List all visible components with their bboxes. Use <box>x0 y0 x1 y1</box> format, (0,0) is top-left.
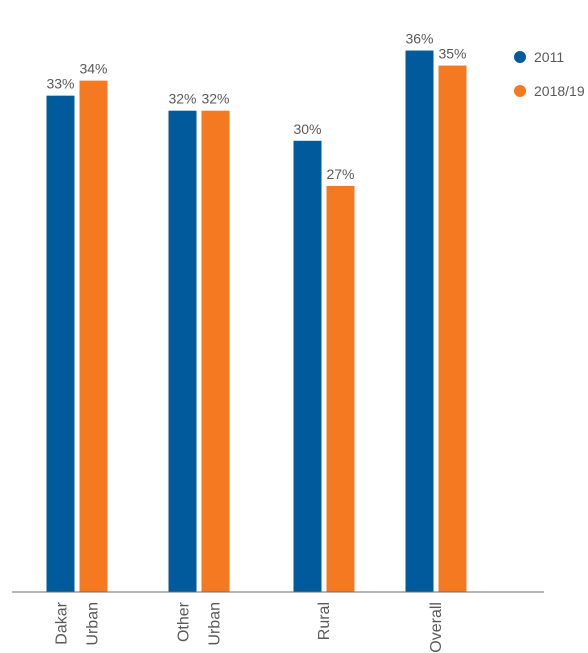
legend-item-2018-19: 2018/19 <box>514 81 585 101</box>
x-tick-labels-layer: Dakar Urban Other Urban Rural Overall <box>54 601 446 652</box>
legend-swatch-2011 <box>514 51 526 63</box>
value-label-2011-overall: 36% <box>405 31 433 47</box>
value-label-2018-19-overall: 35% <box>438 46 466 62</box>
legend-label-2018-19: 2018/19 <box>534 83 585 99</box>
x-tick-label-dakar-urban-dakar: Dakar <box>54 601 71 644</box>
value-label-2011-rural: 30% <box>293 121 321 137</box>
bar-2011-dakar-urban <box>46 95 75 592</box>
legend-item-2011: 2011 <box>514 47 585 67</box>
legend: 2011 2018/19 <box>514 47 585 115</box>
bars-layer <box>46 50 467 593</box>
bar-2011-overall <box>405 50 434 593</box>
value-label-2018-19-dakar-urban: 34% <box>79 61 107 77</box>
legend-swatch-2018-19 <box>514 85 526 97</box>
value-label-2018-19-rural: 27% <box>326 166 354 182</box>
x-tick-label-other-urban-other: Other <box>176 601 193 642</box>
legend-label-2011: 2011 <box>534 49 565 65</box>
x-tick-label-dakar-urban-urban: Urban <box>85 602 102 646</box>
value-label-2011-other-urban: 32% <box>168 91 196 107</box>
bar-2018-19-other-urban <box>201 110 230 593</box>
bar-2011-rural <box>293 140 322 592</box>
x-tick-label-overall-overall: Overall <box>428 602 445 653</box>
x-tick-label-rural-rural: Rural <box>316 602 333 640</box>
x-tick-label-other-urban-urban: Urban <box>207 602 224 646</box>
bar-2011-other-urban <box>168 110 197 593</box>
value-labels-layer: 33% 34% 32% 32% 30% 27% 36% 35% <box>46 31 466 182</box>
bar-2018-19-overall <box>438 65 467 593</box>
value-label-2018-19-other-urban: 32% <box>201 91 229 107</box>
bar-2018-19-rural <box>326 185 355 593</box>
value-label-2011-dakar-urban: 33% <box>46 76 74 92</box>
bar-2018-19-dakar-urban <box>79 80 108 593</box>
